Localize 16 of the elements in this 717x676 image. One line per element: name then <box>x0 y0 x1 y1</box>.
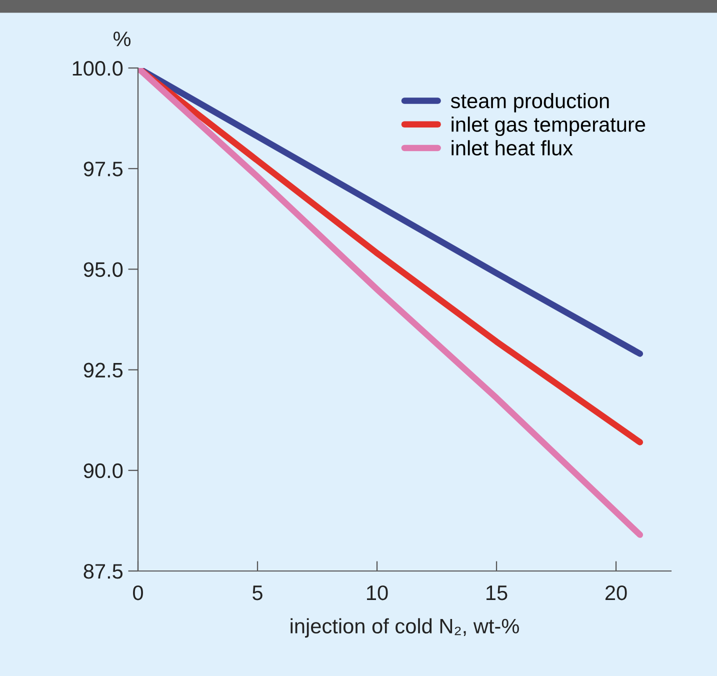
y-tick-label: 92.5 <box>84 362 123 378</box>
legend-label: inlet gas temperature <box>452 116 646 136</box>
y-tick-label: 87.5 <box>84 564 123 579</box>
y-tick-label: 100.0 <box>72 61 123 76</box>
y-tick-label: 95.0 <box>84 262 123 277</box>
y-tick-label: 97.5 <box>84 162 123 176</box>
x-tick-label: 0 <box>133 585 143 600</box>
legend-label: inlet heat flux <box>452 140 573 156</box>
legend-label: steam production <box>450 93 609 112</box>
y-axis-title: % <box>113 32 131 46</box>
x-tick-label: 5 <box>252 586 262 600</box>
x-tick-label: 15 <box>486 586 508 600</box>
x-axis-title: injection of cold N₂, wt-% <box>290 618 519 638</box>
x-tick-label: 10 <box>367 585 388 600</box>
x-tick-label: 20 <box>605 585 627 600</box>
y-tick-label: 90.0 <box>84 463 123 478</box>
